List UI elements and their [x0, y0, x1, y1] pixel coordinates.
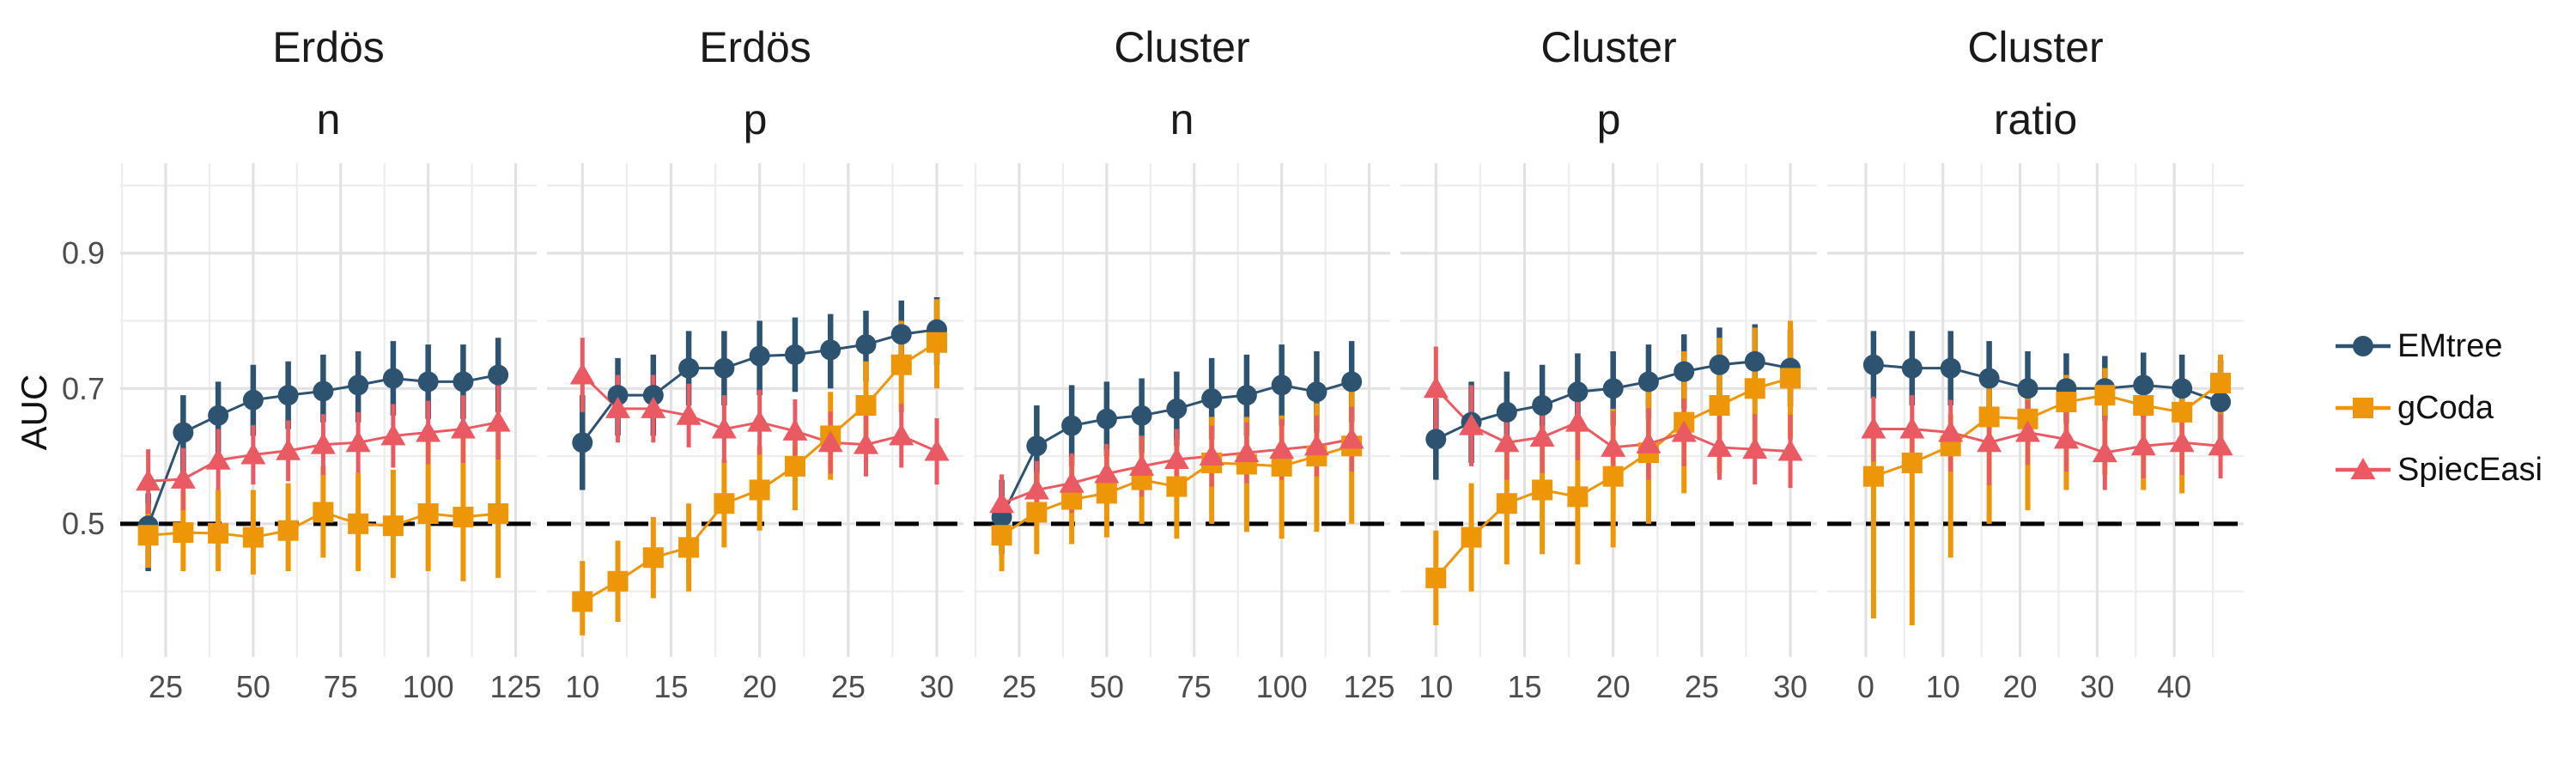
- facet-title: Erdös: [272, 23, 385, 71]
- x-tick-label: 10: [565, 669, 599, 704]
- legend-item-spieceasi: SpiecEasi: [2336, 451, 2543, 488]
- facet-title: Cluster: [1967, 23, 2104, 71]
- facet-panel-4: 0 10 20 30 40: [1827, 163, 2244, 704]
- x-tick-label: 25: [149, 669, 183, 704]
- x-tick-label: 75: [1177, 669, 1212, 704]
- x-tick-label: 25: [1002, 669, 1036, 704]
- facet-strip-cluster-n: Cluster n: [974, 24, 1390, 143]
- x-tick-label: 20: [2003, 669, 2038, 704]
- x-tick-label: 15: [1507, 669, 1541, 704]
- y-axis-title: AUC: [14, 374, 54, 451]
- x-tick-label: 50: [236, 669, 270, 704]
- x-tick-label: 0: [1857, 669, 1874, 704]
- facet-panel-2: 25 50 75 100 125: [974, 163, 1395, 704]
- facet-subtitle: ratio: [1993, 95, 2078, 143]
- legend-label: EMtree: [2397, 327, 2503, 364]
- facet-subtitle: p: [1596, 95, 1621, 143]
- x-tick-label: 30: [920, 669, 954, 704]
- facet-panel-0: 25 50 75 100 125: [120, 163, 542, 704]
- x-tick-label: 100: [1256, 669, 1308, 704]
- x-tick-label: 75: [324, 669, 358, 704]
- facet-strip-cluster-ratio: Cluster ratio: [1827, 24, 2244, 143]
- facet-title: Erdös: [699, 23, 811, 71]
- facet-subtitle: n: [1170, 95, 1194, 143]
- x-tick-label: 10: [1419, 669, 1453, 704]
- series-line-EMtree: [1873, 363, 2221, 404]
- legend-label: SpiecEasi: [2397, 451, 2543, 488]
- legend-item-emtree: EMtree: [2336, 327, 2543, 364]
- x-tick-label: 20: [743, 669, 777, 704]
- x-tick-label: 30: [2080, 669, 2114, 704]
- y-tick-label-0.9: 0.9: [61, 235, 105, 271]
- x-tick-label: 125: [490, 669, 542, 704]
- facet-subtitle: n: [316, 95, 341, 143]
- facet-strip-erdos-n: Erdös n: [120, 24, 537, 143]
- facet-strip-cluster-p: Cluster p: [1400, 24, 1817, 143]
- x-tick-label: 100: [403, 669, 454, 704]
- x-tick-label: 125: [1344, 669, 1395, 704]
- facet-subtitle: p: [743, 95, 768, 143]
- legend: EMtree gCoda SpiecEasi: [2336, 327, 2543, 515]
- y-tick-label-0.7: 0.7: [61, 371, 105, 406]
- facet-title: Cluster: [1114, 23, 1250, 71]
- x-tick-label: 10: [1926, 669, 1960, 704]
- y-tick-label-0.5: 0.5: [61, 506, 105, 541]
- facet-strip-erdos-p: Erdös p: [547, 24, 963, 143]
- x-tick-label: 25: [1685, 669, 1719, 704]
- x-tick-label: 30: [1773, 669, 1807, 704]
- x-tick-label: 50: [1090, 669, 1124, 704]
- x-tick-label: 20: [1596, 669, 1631, 704]
- series-line-SpiecEasi: [1873, 428, 2221, 454]
- facet-title: Cluster: [1540, 23, 1677, 71]
- x-tick-label: 15: [653, 669, 688, 704]
- x-tick-label: 40: [2157, 669, 2191, 704]
- series-line-gCoda: [1873, 381, 2221, 478]
- facet-panel-3: 10 15 20 25 30: [1400, 163, 1817, 704]
- legend-item-gcoda: gCoda: [2336, 389, 2543, 426]
- x-tick-label: 25: [831, 669, 866, 704]
- spieceasi-triangle-icon: [2336, 458, 2391, 479]
- legend-label: gCoda: [2397, 389, 2494, 426]
- emtree-circle-icon: [2336, 336, 2391, 356]
- facet-panel-1: 10 15 20 25 30: [547, 163, 963, 704]
- gcoda-square-icon: [2336, 398, 2391, 418]
